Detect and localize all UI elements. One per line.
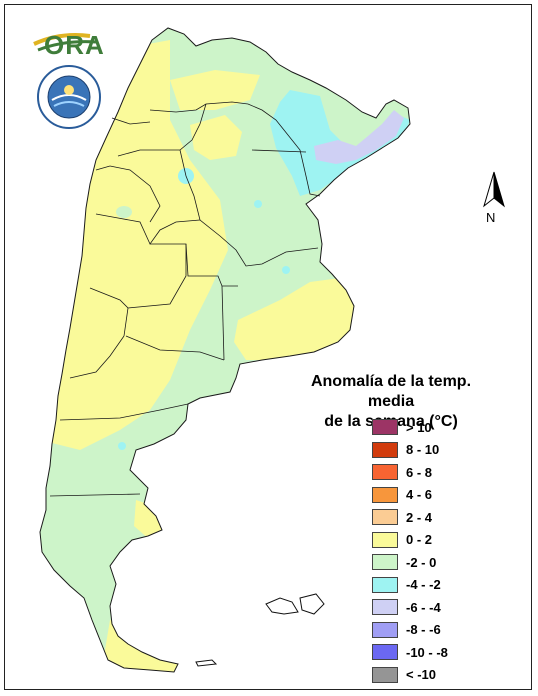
legend-item: -4 - -2 (372, 574, 448, 597)
legend-swatch (372, 486, 398, 503)
legend-list: > 10 8 - 10 6 - 8 4 - 6 2 - 4 0 - 2 -2 - 0 -4 -… (372, 416, 448, 686)
ora-logo-text: ORA (44, 30, 105, 60)
legend-swatch (372, 509, 398, 526)
zone-warm-north (170, 70, 260, 110)
zone-neutral-spot (116, 206, 132, 218)
legend-label: -4 - -2 (406, 577, 441, 593)
legend-label: 6 - 8 (406, 464, 433, 480)
legend-label: 0 - 2 (406, 532, 433, 548)
smn-seal-icon (37, 65, 101, 129)
legend-label: -10 - -8 (406, 644, 448, 660)
zone-cool-spot-4 (118, 442, 126, 450)
legend-item: -10 - -8 (372, 641, 448, 664)
smn-seal (36, 64, 102, 130)
legend-label: 2 - 4 (406, 509, 433, 525)
legend-swatch (372, 576, 398, 593)
legend-swatch (372, 644, 398, 661)
legend-swatch (372, 621, 398, 638)
isla-de-los-estados (195, 659, 218, 667)
legend-item: > 10 (372, 416, 448, 439)
legend-swatch (372, 666, 398, 683)
zone-cool-spot-2 (282, 266, 290, 274)
legend-swatch (372, 554, 398, 571)
legend-item: 8 - 10 (372, 439, 448, 462)
legend-item: 6 - 8 (372, 461, 448, 484)
legend-label: 8 - 10 (406, 442, 440, 458)
legend-item: 2 - 4 (372, 506, 448, 529)
province-borders (49, 101, 321, 497)
legend-item: 4 - 6 (372, 484, 448, 507)
zone-warm-center (190, 115, 242, 160)
legend-item: -2 - 0 (372, 551, 448, 574)
legend-label: -8 - -6 (406, 622, 441, 638)
malvinas-islands (265, 593, 325, 615)
ora-logo: ORA (30, 26, 110, 62)
north-arrow-icon (483, 171, 505, 208)
legend-swatch (372, 464, 398, 481)
zone-cool-spot-3 (254, 200, 262, 208)
legend-label: 4 - 6 (406, 487, 433, 503)
north-label: N (486, 210, 496, 225)
legend-item: -8 - -6 (372, 619, 448, 642)
legend-swatch (372, 531, 398, 548)
legend-item: 0 - 2 (372, 529, 448, 552)
legend-title-line1: Anomalía de la temp. media (310, 373, 472, 410)
zone-warm-east (234, 278, 356, 360)
north-arrow: N (478, 170, 518, 230)
legend-label: -2 - 0 (406, 554, 437, 570)
legend-item: -6 - -4 (372, 596, 448, 619)
legend-label: < -10 (406, 667, 436, 683)
zone-lilac-ne (314, 110, 404, 164)
legend-swatch (372, 419, 398, 436)
legend-swatch (372, 441, 398, 458)
legend-label: -6 - -4 (406, 599, 441, 615)
legend-item: < -10 (372, 664, 448, 687)
ora-logo-icon (33, 33, 97, 52)
legend-label: > 10 (406, 419, 432, 435)
legend-swatch (372, 599, 398, 616)
